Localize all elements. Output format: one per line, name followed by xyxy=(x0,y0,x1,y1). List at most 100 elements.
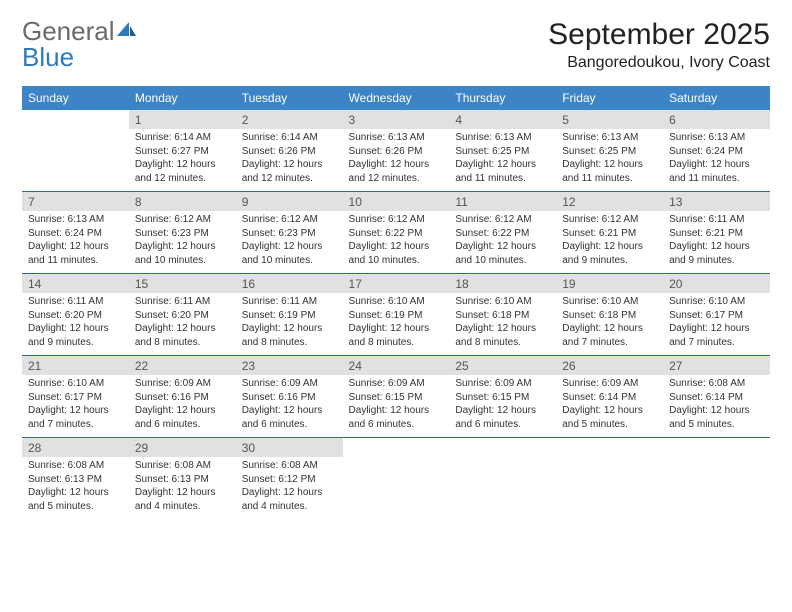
day-cell: 30Sunrise: 6:08 AMSunset: 6:12 PMDayligh… xyxy=(236,438,343,520)
sunset-line: Sunset: 6:16 PM xyxy=(242,391,337,405)
day-content: Sunrise: 6:13 AMSunset: 6:24 PMDaylight:… xyxy=(663,129,770,191)
calendar-table: SundayMondayTuesdayWednesdayThursdayFrid… xyxy=(22,86,770,519)
daylight-line: Daylight: 12 hours and 8 minutes. xyxy=(242,322,337,349)
day-number: 24 xyxy=(343,356,450,375)
sunset-line: Sunset: 6:26 PM xyxy=(349,145,444,159)
day-cell xyxy=(449,438,556,520)
sunrise-line: Sunrise: 6:11 AM xyxy=(669,213,764,227)
sunrise-line: Sunrise: 6:13 AM xyxy=(28,213,123,227)
daylight-line: Daylight: 12 hours and 12 minutes. xyxy=(349,158,444,185)
day-cell: 26Sunrise: 6:09 AMSunset: 6:14 PMDayligh… xyxy=(556,356,663,438)
day-cell: 21Sunrise: 6:10 AMSunset: 6:17 PMDayligh… xyxy=(22,356,129,438)
daylight-line: Daylight: 12 hours and 11 minutes. xyxy=(669,158,764,185)
day-content: Sunrise: 6:09 AMSunset: 6:15 PMDaylight:… xyxy=(449,375,556,437)
sunset-line: Sunset: 6:14 PM xyxy=(669,391,764,405)
sunrise-line: Sunrise: 6:12 AM xyxy=(135,213,230,227)
weekday-header: Thursday xyxy=(449,86,556,110)
day-cell: 22Sunrise: 6:09 AMSunset: 6:16 PMDayligh… xyxy=(129,356,236,438)
day-cell xyxy=(556,438,663,520)
day-content: Sunrise: 6:13 AMSunset: 6:26 PMDaylight:… xyxy=(343,129,450,191)
sunrise-line: Sunrise: 6:12 AM xyxy=(349,213,444,227)
day-content: Sunrise: 6:10 AMSunset: 6:18 PMDaylight:… xyxy=(556,293,663,355)
sunset-line: Sunset: 6:24 PM xyxy=(669,145,764,159)
day-cell: 14Sunrise: 6:11 AMSunset: 6:20 PMDayligh… xyxy=(22,274,129,356)
sunset-line: Sunset: 6:24 PM xyxy=(28,227,123,241)
brand-sail-icon xyxy=(115,18,137,44)
weekday-header: Sunday xyxy=(22,86,129,110)
day-cell xyxy=(663,438,770,520)
day-cell: 1Sunrise: 6:14 AMSunset: 6:27 PMDaylight… xyxy=(129,110,236,192)
calendar-head: SundayMondayTuesdayWednesdayThursdayFrid… xyxy=(22,86,770,110)
sunrise-line: Sunrise: 6:09 AM xyxy=(242,377,337,391)
sunrise-line: Sunrise: 6:14 AM xyxy=(242,131,337,145)
sunrise-line: Sunrise: 6:08 AM xyxy=(135,459,230,473)
daylight-line: Daylight: 12 hours and 7 minutes. xyxy=(669,322,764,349)
sunrise-line: Sunrise: 6:13 AM xyxy=(349,131,444,145)
sunset-line: Sunset: 6:27 PM xyxy=(135,145,230,159)
sunset-line: Sunset: 6:15 PM xyxy=(349,391,444,405)
daylight-line: Daylight: 12 hours and 11 minutes. xyxy=(455,158,550,185)
sunset-line: Sunset: 6:20 PM xyxy=(135,309,230,323)
week-row: 14Sunrise: 6:11 AMSunset: 6:20 PMDayligh… xyxy=(22,274,770,356)
day-number: 8 xyxy=(129,192,236,211)
daylight-line: Daylight: 12 hours and 11 minutes. xyxy=(562,158,657,185)
day-content: Sunrise: 6:13 AMSunset: 6:25 PMDaylight:… xyxy=(449,129,556,191)
day-content: Sunrise: 6:09 AMSunset: 6:14 PMDaylight:… xyxy=(556,375,663,437)
daylight-line: Daylight: 12 hours and 6 minutes. xyxy=(455,404,550,431)
day-number: 30 xyxy=(236,438,343,457)
sunset-line: Sunset: 6:18 PM xyxy=(455,309,550,323)
weekday-header: Tuesday xyxy=(236,86,343,110)
day-cell: 9Sunrise: 6:12 AMSunset: 6:23 PMDaylight… xyxy=(236,192,343,274)
day-cell: 4Sunrise: 6:13 AMSunset: 6:25 PMDaylight… xyxy=(449,110,556,192)
day-cell: 15Sunrise: 6:11 AMSunset: 6:20 PMDayligh… xyxy=(129,274,236,356)
daylight-line: Daylight: 12 hours and 9 minutes. xyxy=(28,322,123,349)
month-title: September 2025 xyxy=(548,18,770,52)
sunset-line: Sunset: 6:23 PM xyxy=(242,227,337,241)
day-content: Sunrise: 6:13 AMSunset: 6:25 PMDaylight:… xyxy=(556,129,663,191)
day-content: Sunrise: 6:10 AMSunset: 6:18 PMDaylight:… xyxy=(449,293,556,355)
weekday-header: Friday xyxy=(556,86,663,110)
day-content: Sunrise: 6:12 AMSunset: 6:23 PMDaylight:… xyxy=(129,211,236,273)
day-cell: 8Sunrise: 6:12 AMSunset: 6:23 PMDaylight… xyxy=(129,192,236,274)
day-cell xyxy=(22,110,129,192)
day-cell: 17Sunrise: 6:10 AMSunset: 6:19 PMDayligh… xyxy=(343,274,450,356)
day-cell: 16Sunrise: 6:11 AMSunset: 6:19 PMDayligh… xyxy=(236,274,343,356)
sunrise-line: Sunrise: 6:13 AM xyxy=(669,131,764,145)
day-cell: 2Sunrise: 6:14 AMSunset: 6:26 PMDaylight… xyxy=(236,110,343,192)
sunset-line: Sunset: 6:19 PM xyxy=(242,309,337,323)
day-cell: 3Sunrise: 6:13 AMSunset: 6:26 PMDaylight… xyxy=(343,110,450,192)
day-number: 28 xyxy=(22,438,129,457)
day-content: Sunrise: 6:11 AMSunset: 6:19 PMDaylight:… xyxy=(236,293,343,355)
day-content: Sunrise: 6:14 AMSunset: 6:26 PMDaylight:… xyxy=(236,129,343,191)
day-content: Sunrise: 6:14 AMSunset: 6:27 PMDaylight:… xyxy=(129,129,236,191)
daylight-line: Daylight: 12 hours and 8 minutes. xyxy=(455,322,550,349)
daylight-line: Daylight: 12 hours and 10 minutes. xyxy=(135,240,230,267)
day-number: 7 xyxy=(22,192,129,211)
sunrise-line: Sunrise: 6:11 AM xyxy=(28,295,123,309)
sunrise-line: Sunrise: 6:14 AM xyxy=(135,131,230,145)
day-cell xyxy=(343,438,450,520)
day-content: Sunrise: 6:08 AMSunset: 6:13 PMDaylight:… xyxy=(22,457,129,519)
day-number: 15 xyxy=(129,274,236,293)
day-cell: 19Sunrise: 6:10 AMSunset: 6:18 PMDayligh… xyxy=(556,274,663,356)
day-number: 26 xyxy=(556,356,663,375)
day-cell: 25Sunrise: 6:09 AMSunset: 6:15 PMDayligh… xyxy=(449,356,556,438)
sunrise-line: Sunrise: 6:13 AM xyxy=(455,131,550,145)
week-row: 21Sunrise: 6:10 AMSunset: 6:17 PMDayligh… xyxy=(22,356,770,438)
sunset-line: Sunset: 6:25 PM xyxy=(562,145,657,159)
sunset-line: Sunset: 6:14 PM xyxy=(562,391,657,405)
sunrise-line: Sunrise: 6:10 AM xyxy=(669,295,764,309)
day-content: Sunrise: 6:08 AMSunset: 6:13 PMDaylight:… xyxy=(129,457,236,519)
sunset-line: Sunset: 6:19 PM xyxy=(349,309,444,323)
day-number: 11 xyxy=(449,192,556,211)
day-content: Sunrise: 6:12 AMSunset: 6:22 PMDaylight:… xyxy=(449,211,556,273)
sunrise-line: Sunrise: 6:13 AM xyxy=(562,131,657,145)
day-number: 17 xyxy=(343,274,450,293)
title-block: September 2025 Bangoredoukou, Ivory Coas… xyxy=(548,18,770,72)
day-content: Sunrise: 6:08 AMSunset: 6:12 PMDaylight:… xyxy=(236,457,343,519)
day-number: 16 xyxy=(236,274,343,293)
sunset-line: Sunset: 6:13 PM xyxy=(135,473,230,487)
weekday-row: SundayMondayTuesdayWednesdayThursdayFrid… xyxy=(22,86,770,110)
sunset-line: Sunset: 6:20 PM xyxy=(28,309,123,323)
day-content: Sunrise: 6:10 AMSunset: 6:17 PMDaylight:… xyxy=(663,293,770,355)
